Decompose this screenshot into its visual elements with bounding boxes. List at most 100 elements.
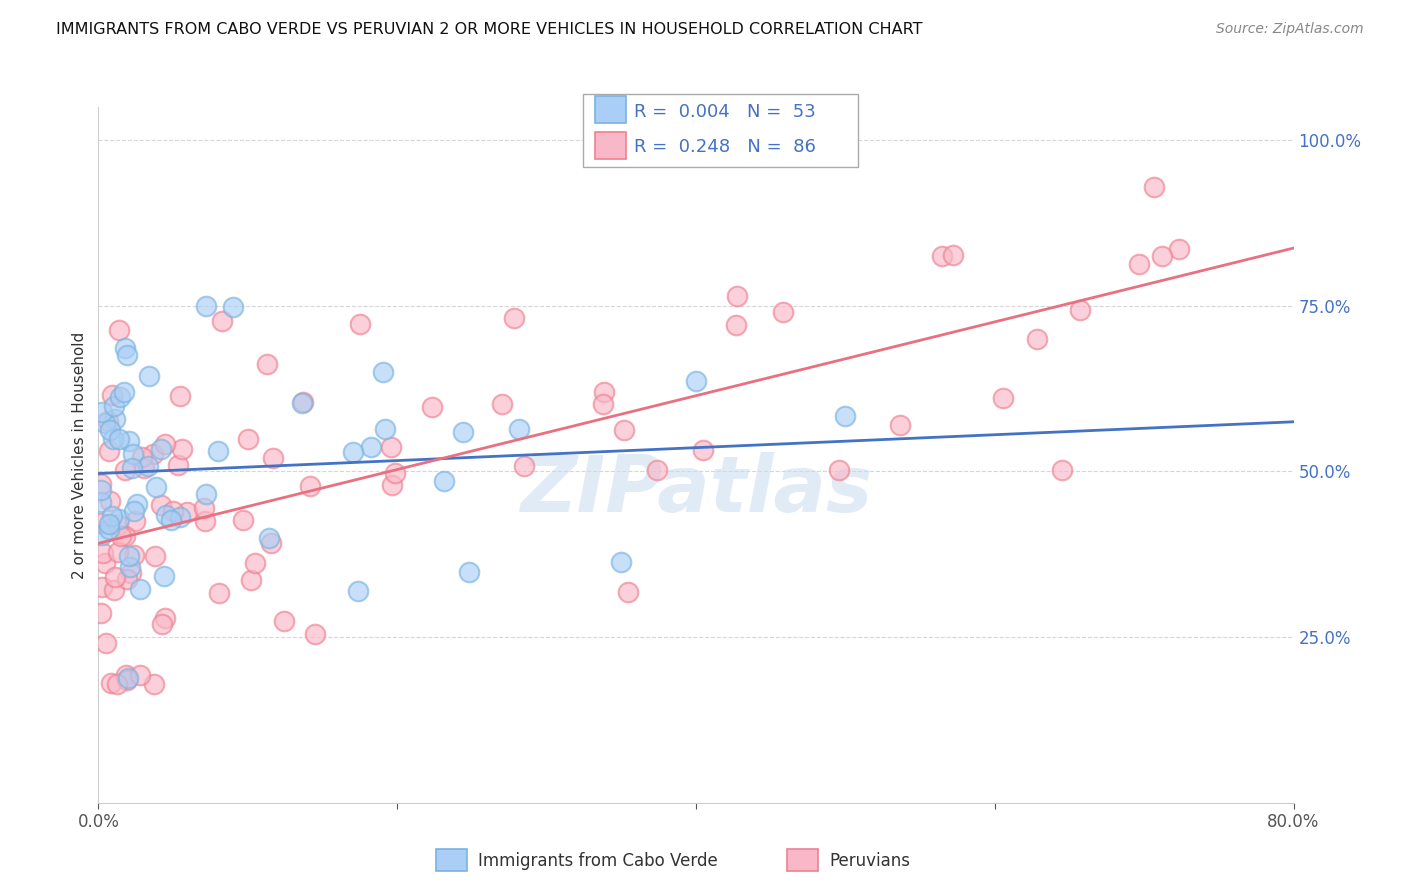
Point xyxy=(170,442,193,456)
Point xyxy=(491,397,513,411)
Point xyxy=(141,447,163,461)
Point xyxy=(360,440,382,454)
Point xyxy=(513,458,536,473)
Point xyxy=(101,388,124,402)
Text: Source: ZipAtlas.com: Source: ZipAtlas.com xyxy=(1216,22,1364,37)
Point xyxy=(1150,249,1173,263)
Point xyxy=(120,566,142,580)
Point xyxy=(991,392,1014,406)
Point xyxy=(349,317,371,331)
Point xyxy=(107,545,129,559)
Point xyxy=(195,487,218,501)
Point xyxy=(433,474,456,488)
Point xyxy=(108,432,131,446)
Point xyxy=(1050,463,1073,477)
Point xyxy=(256,357,278,371)
Point xyxy=(90,516,112,530)
Point xyxy=(107,323,129,337)
Point xyxy=(150,498,173,512)
Point xyxy=(115,668,138,682)
Point xyxy=(304,627,326,641)
Point xyxy=(97,522,120,536)
Point xyxy=(91,580,114,594)
Point xyxy=(104,569,127,583)
Point xyxy=(100,676,122,690)
Point xyxy=(103,583,125,598)
Text: Immigrants from Cabo Verde: Immigrants from Cabo Verde xyxy=(478,852,718,870)
Point xyxy=(772,305,794,319)
Point xyxy=(169,510,191,524)
Point xyxy=(118,434,141,448)
Y-axis label: 2 or more Vehicles in Household: 2 or more Vehicles in Household xyxy=(72,331,87,579)
Point xyxy=(1128,257,1150,271)
Point xyxy=(114,341,136,355)
Point xyxy=(371,365,394,379)
Point xyxy=(98,517,121,532)
Point xyxy=(207,585,229,599)
Point xyxy=(240,573,263,587)
Point xyxy=(153,569,176,583)
Point xyxy=(97,443,120,458)
Point xyxy=(134,460,156,475)
Point xyxy=(125,497,148,511)
Point xyxy=(1143,180,1166,194)
Point xyxy=(1026,333,1049,347)
Point xyxy=(1069,303,1091,318)
Point xyxy=(260,535,283,549)
Point xyxy=(889,417,911,432)
Point xyxy=(150,616,173,631)
Point xyxy=(291,395,314,409)
Point xyxy=(262,450,284,465)
Point xyxy=(193,501,215,516)
Point xyxy=(610,555,633,569)
Point xyxy=(114,529,136,543)
Point xyxy=(502,311,524,326)
Point xyxy=(692,442,714,457)
Point xyxy=(380,440,402,454)
Point xyxy=(155,508,177,523)
Point xyxy=(101,432,124,446)
Point xyxy=(97,414,120,428)
Point xyxy=(232,513,254,527)
Point xyxy=(107,517,129,532)
Text: ZIPatlas: ZIPatlas xyxy=(520,451,872,528)
Point xyxy=(122,504,145,518)
Point xyxy=(118,559,141,574)
Text: Peruvians: Peruvians xyxy=(830,852,911,870)
Point xyxy=(142,676,165,690)
Point xyxy=(685,374,707,388)
Point xyxy=(162,504,184,518)
Point xyxy=(458,566,481,580)
Point xyxy=(149,442,172,457)
Point xyxy=(931,249,953,263)
Point xyxy=(508,422,530,436)
Point xyxy=(153,437,176,451)
Point xyxy=(122,447,145,461)
Point xyxy=(617,585,640,599)
Point xyxy=(299,479,322,493)
Point xyxy=(94,557,117,571)
Point xyxy=(98,423,121,437)
Text: R =  0.004   N =  53: R = 0.004 N = 53 xyxy=(634,103,815,120)
Point xyxy=(115,572,138,586)
Point xyxy=(124,514,146,528)
Point xyxy=(291,394,314,409)
Point xyxy=(724,318,747,333)
Point xyxy=(160,513,183,527)
Point xyxy=(167,458,190,472)
Text: R =  0.248   N =  86: R = 0.248 N = 86 xyxy=(634,138,815,156)
Point xyxy=(90,483,112,497)
Point xyxy=(108,390,131,404)
Point xyxy=(381,477,404,491)
Point xyxy=(91,546,114,560)
Point xyxy=(91,528,114,542)
Point xyxy=(176,505,198,519)
Point xyxy=(342,445,364,459)
Point xyxy=(90,494,112,508)
Point xyxy=(129,668,152,682)
Text: IMMIGRANTS FROM CABO VERDE VS PERUVIAN 2 OR MORE VEHICLES IN HOUSEHOLD CORRELATI: IMMIGRANTS FROM CABO VERDE VS PERUVIAN 2… xyxy=(56,22,922,37)
Point xyxy=(834,409,856,423)
Point xyxy=(115,673,138,687)
Point xyxy=(105,676,128,690)
Point xyxy=(90,404,112,418)
